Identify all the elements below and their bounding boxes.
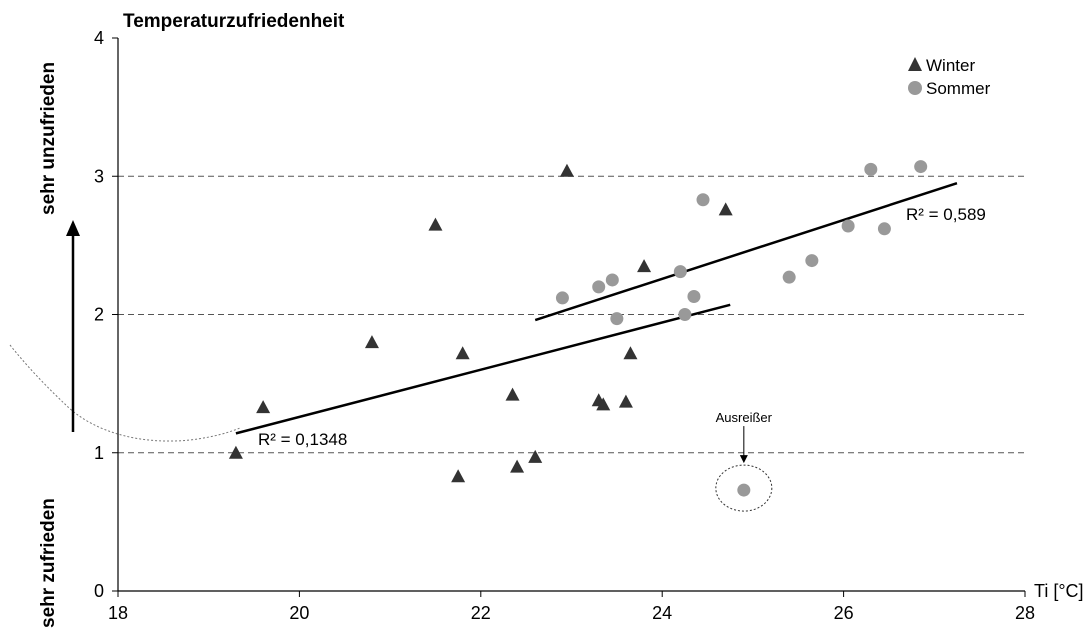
x-tick-label: 26: [834, 603, 854, 623]
winter-point: [228, 445, 243, 459]
grid-lines: [118, 175, 1025, 454]
y-tick-label: 1: [94, 443, 104, 463]
legend-winter-label: Winter: [926, 56, 975, 75]
winter-point: [510, 459, 525, 473]
outlier-ellipse: [715, 464, 773, 512]
r2-label-sommer: R² = 0,589: [906, 205, 986, 224]
legend: Winter Sommer: [908, 56, 991, 98]
sommer-point: [673, 265, 687, 279]
sommer-point: [841, 219, 855, 233]
sommer-point: [605, 273, 619, 287]
up-arrow-icon: [66, 220, 80, 236]
y-label-top: sehr unzufrieden: [38, 62, 59, 215]
y-tick-label: 2: [94, 305, 104, 325]
trendline-winter: [235, 303, 731, 435]
winter-point: [623, 346, 638, 360]
legend-sommer-marker: [908, 81, 922, 95]
annotations: Ausreißer: [715, 410, 773, 512]
winter-point: [505, 387, 520, 401]
ticks: 18 20 22 24 26 28 0 1 2 3 4: [94, 28, 1035, 623]
x-tick-label: 20: [289, 603, 309, 623]
winter-point: [596, 397, 611, 411]
winter-point: [451, 469, 466, 483]
dotted-curve: [9, 344, 241, 442]
sommer-point: [914, 160, 928, 174]
trendlines: R² = 0,1348 R² = 0,589: [235, 181, 986, 449]
outlier-label: Ausreißer: [716, 410, 773, 425]
winter-point: [528, 449, 543, 463]
x-tick-label: 24: [652, 603, 672, 623]
outlier-arrow-icon: [739, 455, 748, 464]
winter-point: [618, 394, 633, 408]
sommer-point: [555, 291, 569, 305]
sommer-point: [782, 270, 796, 284]
chart-title: Temperaturzufriedenheit: [123, 11, 345, 32]
data-points: [228, 160, 928, 497]
winter-point: [364, 335, 379, 349]
r2-label-winter: R² = 0,1348: [258, 430, 347, 449]
winter-point: [718, 202, 733, 216]
x-tick-label: 22: [471, 603, 491, 623]
sommer-point: [592, 280, 606, 294]
legend-sommer-label: Sommer: [926, 79, 991, 98]
sommer-point: [678, 308, 692, 321]
sommer-point: [610, 312, 624, 326]
y-tick-label: 3: [94, 166, 104, 186]
winter-point: [559, 163, 574, 177]
winter-point: [256, 400, 271, 414]
winter-point: [455, 346, 470, 360]
decorations: [9, 220, 241, 442]
winter-point: [428, 217, 443, 231]
legend-winter-marker: [908, 57, 922, 71]
sommer-point: [805, 254, 819, 268]
x-tick-label: 28: [1015, 603, 1035, 623]
y-tick-label: 0: [94, 581, 104, 601]
sommer-point: [877, 222, 891, 236]
winter-point: [637, 259, 652, 273]
trendline-sommer: [534, 181, 958, 322]
x-axis-label: Ti [°C]: [1034, 581, 1084, 601]
sommer-point: [687, 290, 701, 304]
sommer-point: [737, 483, 751, 497]
sommer-point: [864, 162, 878, 176]
y-tick-label: 4: [94, 28, 104, 48]
y-label-bottom: sehr zufrieden: [38, 498, 59, 628]
x-tick-label: 18: [108, 603, 128, 623]
sommer-point: [696, 193, 710, 207]
